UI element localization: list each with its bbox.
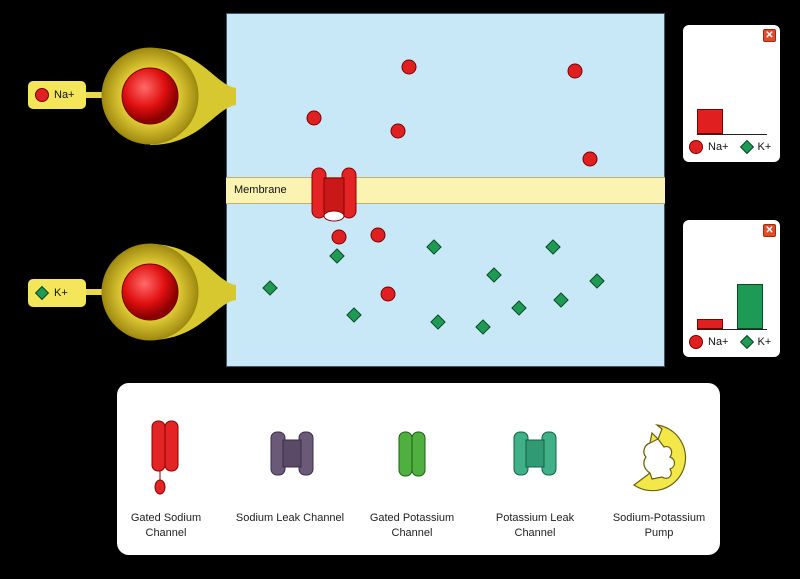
potassium-leak-channel-icon bbox=[513, 431, 557, 476]
sodium-particle bbox=[390, 123, 406, 139]
tool-label: Sodium Leak Channel bbox=[235, 512, 345, 524]
legend-sodium-label: Na+ bbox=[708, 141, 729, 153]
tool-label: Gated Potassium Channel bbox=[369, 512, 455, 539]
intracellular-sodium-particles bbox=[331, 227, 396, 302]
potassium-particle bbox=[511, 300, 527, 316]
potassium-legend-icon bbox=[739, 139, 754, 155]
potassium-particle bbox=[426, 239, 442, 255]
legend-sodium-label: Na+ bbox=[708, 336, 729, 348]
tool-label: Gated Sodium Channel bbox=[130, 512, 202, 539]
sodium-particle bbox=[306, 110, 322, 126]
sodium-particle bbox=[401, 59, 417, 75]
extracellular-concentration-chart: ✕ Na+ K+ bbox=[683, 25, 780, 162]
tool-label: Potassium Leak Channel bbox=[495, 512, 575, 539]
sodium-particle bbox=[380, 286, 396, 302]
close-icon[interactable]: ✕ bbox=[763, 29, 776, 42]
sodium-particle bbox=[567, 63, 583, 79]
cell-membrane[interactable] bbox=[226, 177, 665, 204]
potassium-particle bbox=[346, 307, 362, 323]
gated-potassium-channel-icon bbox=[398, 431, 426, 477]
chart-legend: Na+ K+ bbox=[689, 139, 772, 155]
sodium-leak-channel-icon bbox=[270, 431, 314, 476]
sodium-bar bbox=[697, 109, 723, 134]
gated-sodium-channel-icon bbox=[151, 420, 179, 495]
potassium-particle bbox=[545, 239, 561, 255]
sodium-particle bbox=[582, 151, 598, 167]
channel-toolbox: Gated Sodium Channel Sodium Leak Channel… bbox=[117, 383, 720, 555]
potassium-particle bbox=[553, 292, 569, 308]
potassium-icon bbox=[34, 285, 50, 301]
potassium-particle bbox=[262, 280, 278, 296]
extracellular-sodium-particles bbox=[306, 59, 598, 167]
sodium-legend-icon bbox=[689, 140, 703, 154]
chart-baseline bbox=[697, 134, 767, 135]
intracellular-potassium-particles bbox=[262, 239, 605, 335]
chart-baseline bbox=[697, 329, 767, 330]
potassium-particle bbox=[475, 319, 491, 335]
sodium-particle bbox=[370, 227, 386, 243]
chart-legend: Na+ K+ bbox=[689, 334, 772, 350]
legend-potassium-label: K+ bbox=[757, 141, 772, 153]
intracellular-concentration-chart: ✕ Na+ K+ bbox=[683, 220, 780, 357]
membrane-gated-sodium-channel[interactable] bbox=[311, 167, 357, 222]
sodium-bar bbox=[697, 319, 723, 329]
potassium-dispenser[interactable] bbox=[80, 243, 236, 341]
membrane-label: Membrane bbox=[234, 184, 287, 196]
potassium-bar bbox=[737, 284, 763, 329]
sodium-particle bbox=[331, 229, 347, 245]
potassium-particle bbox=[430, 314, 446, 330]
sodium-potassium-pump-icon bbox=[632, 424, 687, 492]
potassium-particle bbox=[589, 273, 605, 289]
tool-label: Sodium-Potassium Pump bbox=[612, 512, 706, 539]
close-icon[interactable]: ✕ bbox=[763, 224, 776, 237]
potassium-particle bbox=[486, 267, 502, 283]
potassium-dispenser-label[interactable]: K+ bbox=[28, 279, 86, 307]
sodium-legend-icon bbox=[689, 335, 703, 349]
potassium-legend-icon bbox=[739, 334, 754, 350]
legend-potassium-label: K+ bbox=[757, 336, 772, 348]
sodium-icon bbox=[35, 88, 49, 102]
sodium-dispenser-text: Na+ bbox=[54, 89, 75, 101]
sodium-dispenser-label[interactable]: Na+ bbox=[28, 81, 86, 109]
potassium-dispenser-text: K+ bbox=[54, 287, 68, 299]
sodium-dispenser[interactable] bbox=[80, 47, 236, 145]
potassium-particle bbox=[329, 248, 345, 264]
